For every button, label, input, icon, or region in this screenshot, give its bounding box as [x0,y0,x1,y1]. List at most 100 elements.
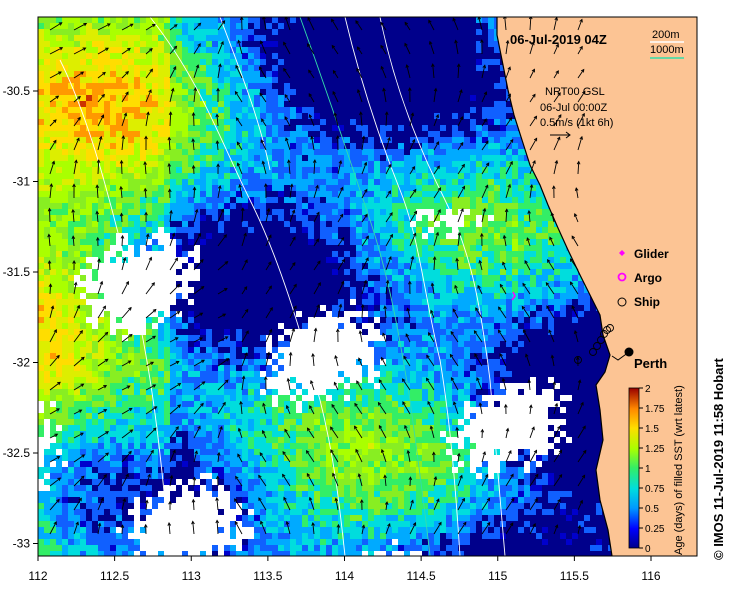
sst-pixel [140,143,146,149]
sst-pixel [446,143,452,149]
sst-pixel [476,137,482,143]
sst-pixel [404,185,410,191]
sst-pixel [158,245,164,251]
sst-pixel [440,281,446,287]
sst-pixel [524,215,530,221]
sst-pixel [218,161,224,167]
sst-pixel [404,155,410,161]
sst-pixel [446,137,452,143]
sst-pixel [146,245,152,251]
sst-pixel [206,113,212,119]
sst-pixel [194,125,200,131]
sst-pixel [68,281,74,287]
sst-pixel [548,233,554,239]
sst-pixel [242,107,248,113]
sst-pixel [140,53,146,59]
sst-pixel [254,71,260,77]
sst-pixel [212,275,218,281]
sst-pixel [224,113,230,119]
sst-pixel [350,257,356,263]
sst-pixel [488,149,494,155]
sst-pixel [332,215,338,221]
sst-pixel [110,173,116,179]
sst-pixel [194,257,200,263]
sst-pixel [500,107,506,113]
sst-pixel [446,107,452,113]
sst-pixel [506,197,512,203]
sst-pixel [284,149,290,155]
sst-pixel [224,215,230,221]
sst-pixel [416,119,422,125]
sst-pixel [188,233,194,239]
sst-pixel [122,149,128,155]
sst-pixel [434,17,440,23]
sst-pixel [278,77,284,83]
sst-pixel [500,143,506,149]
sst-pixel [218,197,224,203]
sst-pixel [380,53,386,59]
sst-pixel [62,245,68,251]
sst-pixel [278,131,284,137]
sst-pixel [230,59,236,65]
sst-pixel [236,155,242,161]
sst-pixel [224,131,230,137]
sst-pixel [236,125,242,131]
sst-pixel [398,131,404,137]
sst-pixel [128,53,134,59]
sst-pixel [464,59,470,65]
sst-pixel [158,167,164,173]
sst-pixel [260,269,266,275]
sst-pixel [428,35,434,41]
sst-pixel [440,155,446,161]
sst-pixel [404,41,410,47]
sst-pixel [440,269,446,275]
sst-pixel [398,233,404,239]
sst-pixel [434,245,440,251]
sst-pixel [320,65,326,71]
sst-pixel [242,119,248,125]
sst-pixel [374,233,380,239]
sst-pixel [338,101,344,107]
sst-pixel [68,89,74,95]
sst-pixel [74,149,80,155]
sst-pixel [548,239,554,245]
sst-pixel [440,47,446,53]
sst-pixel [230,263,236,269]
sst-pixel [314,29,320,35]
sst-pixel [200,101,206,107]
sst-pixel [434,125,440,131]
sst-pixel [188,95,194,101]
sst-pixel [128,209,134,215]
sst-pixel [104,227,110,233]
sst-pixel [404,143,410,149]
sst-pixel [416,149,422,155]
sst-pixel [428,275,434,281]
sst-pixel [434,269,440,275]
sst-pixel [236,35,242,41]
sst-pixel [308,251,314,257]
sst-pixel [194,227,200,233]
sst-pixel [434,95,440,101]
sst-pixel [536,209,542,215]
sst-pixel [332,149,338,155]
sst-pixel [134,167,140,173]
sst-pixel [122,143,128,149]
sst-pixel [128,65,134,71]
sst-pixel [332,161,338,167]
sst-pixel [422,203,428,209]
sst-pixel [38,101,44,107]
sst-pixel [146,281,152,287]
sst-pixel [518,275,524,281]
sst-pixel [230,143,236,149]
sst-pixel [476,65,482,71]
sst-pixel [332,191,338,197]
sst-pixel [260,233,266,239]
sst-pixel [278,101,284,107]
sst-pixel [68,203,74,209]
sst-pixel [140,245,146,251]
sst-pixel [86,95,92,101]
sst-pixel [182,47,188,53]
sst-pixel [134,173,140,179]
sst-pixel [368,251,374,257]
sst-pixel [404,95,410,101]
